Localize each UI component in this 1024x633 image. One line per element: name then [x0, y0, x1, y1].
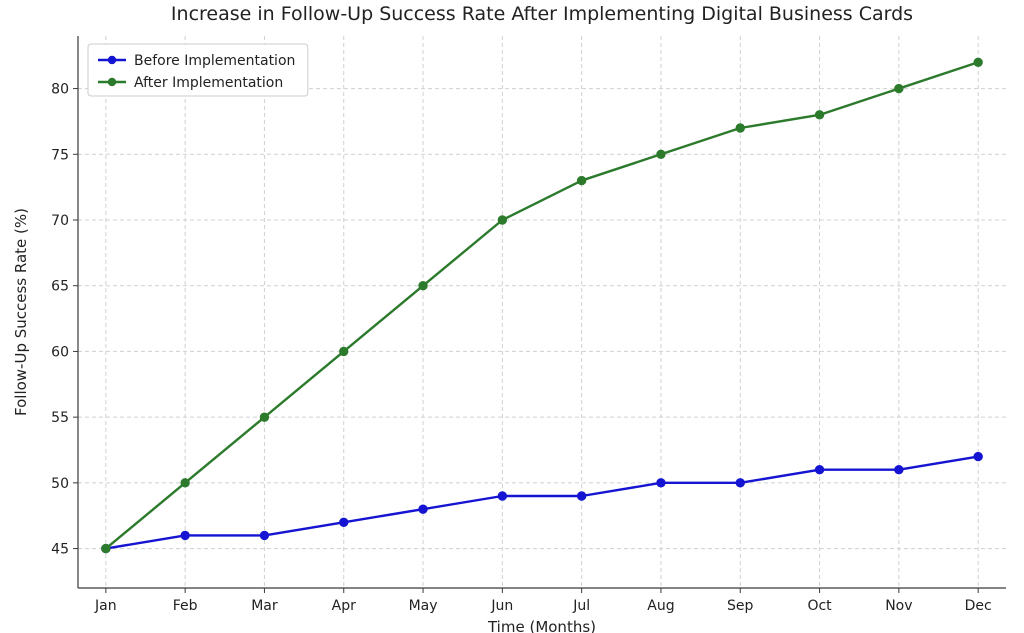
y-tick-label: 75	[51, 147, 69, 163]
series-marker	[260, 413, 268, 421]
x-tick-label: Feb	[173, 598, 198, 614]
series-marker	[181, 531, 189, 539]
y-tick-label: 60	[51, 344, 69, 360]
series-marker	[340, 518, 348, 526]
series-marker	[340, 347, 348, 355]
y-tick-label: 45	[51, 542, 69, 558]
line-chart: 45 50 55 60 65 70 75 80 Jan Feb Mar Apr May Jun Jul Aug…	[0, 0, 1024, 633]
y-ticks: 45 50 55 60 65 70 75 80	[51, 82, 78, 558]
series-marker	[974, 452, 982, 460]
y-tick-label: 70	[51, 213, 69, 229]
x-tick-label: Jan	[94, 598, 117, 614]
x-tick-label: Jul	[572, 598, 590, 614]
x-tick-label: Mar	[251, 598, 278, 614]
series-marker	[815, 111, 823, 119]
chart-title: Increase in Follow-Up Success Rate After…	[171, 3, 913, 25]
series-marker	[577, 492, 585, 500]
x-tick-label: Sep	[727, 598, 754, 614]
y-tick-label: 65	[51, 279, 69, 295]
series-marker	[736, 479, 744, 487]
legend: Before Implementation After Implementatio…	[88, 44, 308, 96]
series-marker	[181, 479, 189, 487]
x-tick-label: Aug	[647, 598, 674, 614]
series-marker	[657, 479, 665, 487]
x-tick-label: Nov	[885, 598, 912, 614]
series-marker	[815, 466, 823, 474]
x-tick-label: May	[409, 598, 438, 614]
series-marker	[498, 216, 506, 224]
series-marker	[895, 84, 903, 92]
series-marker	[974, 58, 982, 66]
chart-container: 45 50 55 60 65 70 75 80 Jan Feb Mar Apr May Jun Jul Aug…	[0, 0, 1024, 633]
y-tick-label: 55	[51, 410, 69, 426]
grid	[78, 36, 1006, 588]
series-marker	[577, 176, 585, 184]
series-marker	[419, 282, 427, 290]
series-marker	[498, 492, 506, 500]
legend-item-label: Before Implementation	[134, 53, 295, 69]
x-tick-label: Jun	[490, 598, 513, 614]
series-marker	[419, 505, 427, 513]
series-line-0	[106, 457, 978, 549]
x-axis-label: Time (Months)	[487, 618, 596, 633]
series-line-1	[106, 62, 978, 548]
series-marker	[102, 544, 110, 552]
series-marker	[895, 466, 903, 474]
x-ticks: Jan Feb Mar Apr May Jun Jul Aug Sep Oct Nov Dec	[94, 588, 992, 614]
x-tick-label: Apr	[332, 598, 356, 614]
y-tick-label: 80	[51, 82, 69, 98]
x-tick-label: Oct	[807, 598, 832, 614]
legend-item-label: After Implementation	[134, 75, 283, 91]
x-tick-label: Dec	[965, 598, 992, 614]
series-marker	[260, 531, 268, 539]
y-tick-label: 50	[51, 476, 69, 492]
series-marker	[657, 150, 665, 158]
series-marker	[736, 124, 744, 132]
y-axis-label: Follow-Up Success Rate (%)	[12, 208, 30, 416]
